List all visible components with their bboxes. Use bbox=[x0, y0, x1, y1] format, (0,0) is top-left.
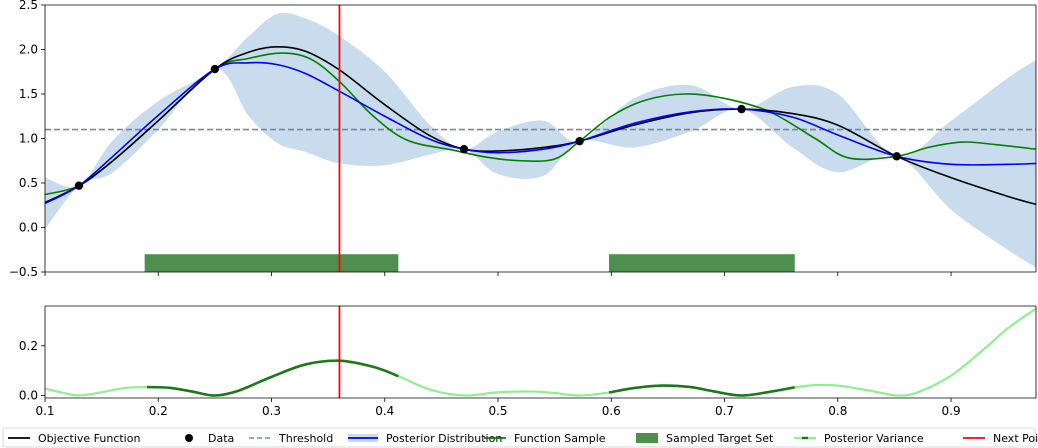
legend-handle-patch bbox=[636, 433, 658, 443]
function-sample-line bbox=[44, 52, 1037, 196]
data-point bbox=[210, 64, 220, 74]
legend-item-sampled-target-set: Sampled Target Set bbox=[636, 432, 774, 445]
legend-label: Sampled Target Set bbox=[666, 432, 774, 445]
legend-item-function-sample: Function Sample bbox=[484, 432, 606, 445]
x-tick-label: 0.3 bbox=[262, 404, 281, 418]
legend-label: Threshold bbox=[278, 432, 333, 445]
x-tick-label: 0.8 bbox=[828, 404, 847, 418]
data-point bbox=[459, 144, 469, 154]
legend-label: Objective Function bbox=[38, 432, 140, 445]
top-series-layer bbox=[44, 46, 1037, 206]
data-point bbox=[737, 104, 746, 114]
legend-item-next-point: Next Point bbox=[963, 432, 1038, 445]
variance-layer bbox=[44, 307, 1037, 397]
sampled-target-set-layer bbox=[144, 254, 795, 272]
y-tick-label: 1.5 bbox=[19, 87, 38, 101]
bottom-axes: 0.0 0.2 0.1 0.2 0.3 0.4 0.5 0.6 0.7 0.8 0.9 bbox=[19, 305, 1037, 418]
y-tick-label: 0.0 bbox=[19, 221, 38, 235]
x-tick-label: 0.2 bbox=[149, 404, 168, 418]
legend: Objective Function Data Threshold Posterior… bbox=[2, 427, 1038, 448]
x-tick-label: 0.6 bbox=[602, 404, 621, 418]
legend-item-objective-function: Objective Function bbox=[8, 432, 140, 445]
posterior-variance-line bbox=[44, 307, 1037, 397]
posterior-band-layer bbox=[45, 12, 1036, 268]
data-points-layer bbox=[74, 64, 901, 190]
target-variance-segment-2 bbox=[608, 384, 795, 397]
y-tick-label: 1.0 bbox=[19, 132, 38, 146]
x-tick-label: 0.9 bbox=[942, 404, 961, 418]
legend-item-data: Data bbox=[185, 432, 234, 445]
x-tick-label: 0.7 bbox=[715, 404, 734, 418]
x-tick-label: 0.1 bbox=[35, 404, 54, 418]
y-tick-label: 2.5 bbox=[19, 0, 38, 12]
legend-label: Next Point bbox=[993, 432, 1038, 445]
data-point bbox=[892, 152, 901, 161]
data-point bbox=[74, 181, 84, 190]
legend-item-posterior-variance: Posterior Variance bbox=[794, 432, 924, 445]
target-variance-segment-1 bbox=[146, 359, 399, 397]
top-panel: −0.5 0.0 0.5 1.0 1.5 2.0 2.5 bbox=[9, 0, 1037, 279]
legend-label: Posterior Variance bbox=[824, 432, 924, 445]
data-point bbox=[575, 136, 584, 146]
bottom-panel: 0.0 0.2 0.1 0.2 0.3 0.4 0.5 0.6 0.7 0.8 0.9 bbox=[19, 305, 1037, 418]
y-tick-label: 2.0 bbox=[19, 43, 38, 57]
legend-handle-marker bbox=[185, 434, 193, 442]
posterior-band bbox=[45, 12, 1036, 268]
sampled-target-bar-1 bbox=[144, 254, 399, 272]
y-tick-label: 0.2 bbox=[19, 339, 38, 353]
x-tick-label: 0.4 bbox=[375, 404, 394, 418]
y-tick-label: −0.5 bbox=[9, 265, 38, 279]
y-tick-label: 0.5 bbox=[19, 176, 38, 190]
x-tick-label: 0.5 bbox=[488, 404, 507, 418]
posterior-distribution-line bbox=[44, 61, 1037, 205]
legend-label: Function Sample bbox=[514, 432, 606, 445]
legend-frame bbox=[2, 427, 1036, 448]
legend-label: Posterior Distribution bbox=[386, 432, 502, 445]
top-axes: −0.5 0.0 0.5 1.0 1.5 2.0 2.5 bbox=[9, 0, 1037, 279]
sampled-target-bar-2 bbox=[609, 254, 795, 272]
legend-item-posterior-distribution: Posterior Distribution bbox=[348, 432, 502, 445]
legend-item-threshold: Threshold bbox=[249, 432, 333, 445]
legend-label: Data bbox=[208, 432, 234, 445]
y-tick-label: 0.0 bbox=[19, 389, 38, 403]
